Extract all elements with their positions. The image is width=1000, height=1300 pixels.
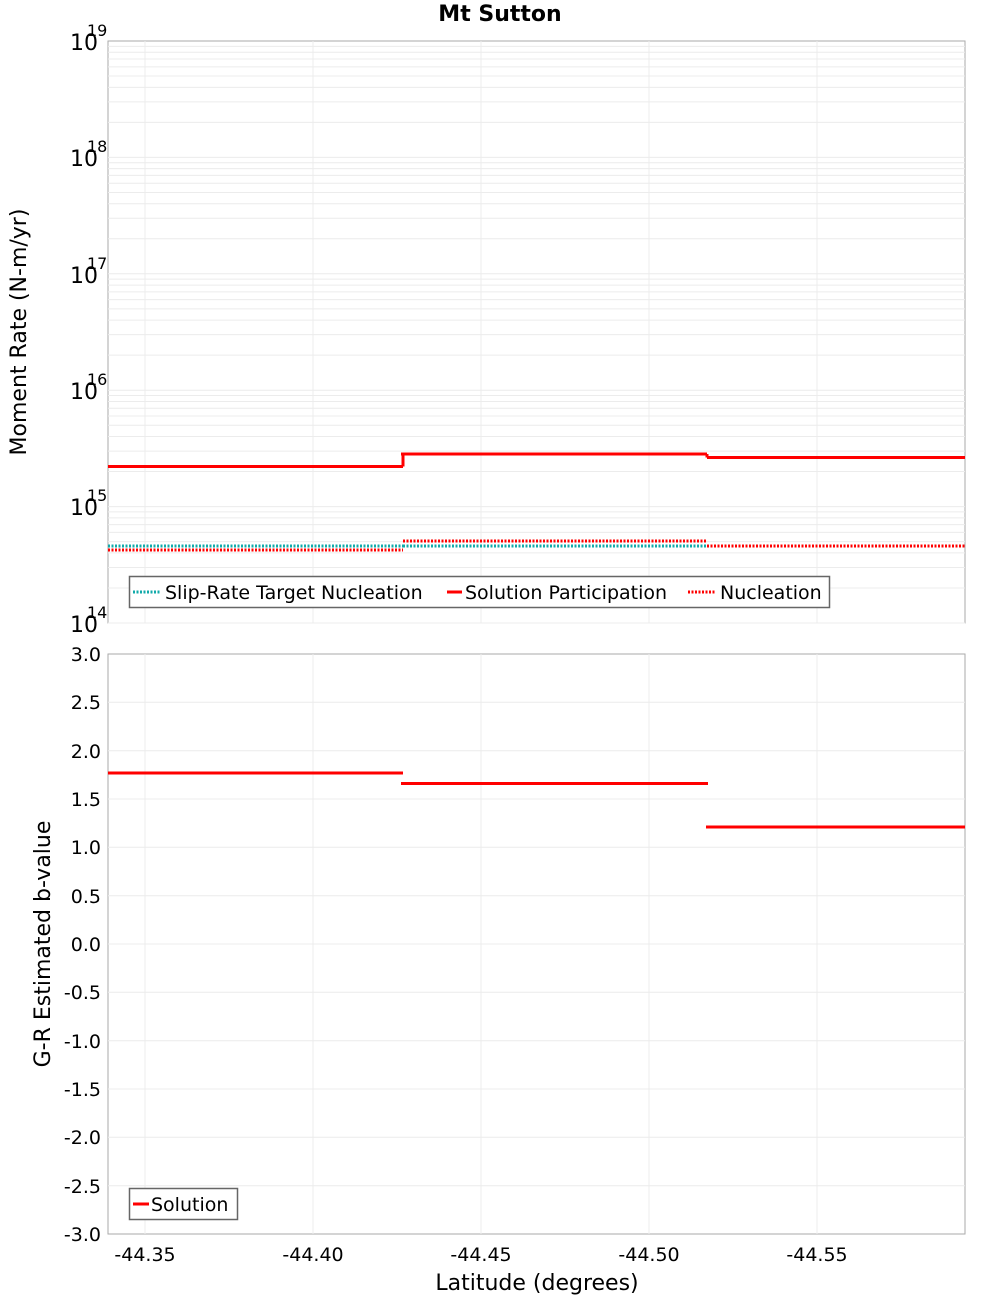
svg-text:1.5: 1.5: [71, 789, 101, 811]
series-nucleation: [108, 539, 965, 552]
svg-text:2.0: 2.0: [71, 741, 101, 763]
x-axis-label: Latitude (degrees): [435, 1271, 638, 1296]
svg-text:10: 10: [70, 380, 98, 405]
series-solution-participation: [108, 452, 965, 468]
svg-text:-2.0: -2.0: [64, 1127, 101, 1149]
series-solution-b-value: [108, 771, 965, 829]
svg-text:-0.5: -0.5: [64, 982, 101, 1004]
svg-text:10: 10: [70, 147, 98, 172]
svg-text:15: 15: [87, 486, 107, 505]
legend-label-solution: Solution: [151, 1194, 228, 1216]
legend-label-target: Slip-Rate Target Nucleation: [165, 582, 423, 604]
bottom-chart: 3.0 2.5 2.0 1.5 1.0 0.5 0.0 -0.5 -1.0 -1…: [31, 644, 966, 1296]
svg-text:14: 14: [87, 603, 107, 622]
bottom-legend: Solution: [128, 1187, 239, 1221]
top-plot-area: [107, 40, 966, 624]
svg-text:-44.40: -44.40: [282, 1244, 343, 1266]
svg-text:-44.50: -44.50: [618, 1244, 679, 1266]
x-ticks: -44.35 -44.40 -44.45 -44.50 -44.55: [114, 1244, 847, 1266]
svg-text:-44.35: -44.35: [114, 1244, 175, 1266]
svg-text:3.0: 3.0: [71, 644, 101, 666]
svg-text:-1.0: -1.0: [64, 1031, 101, 1053]
top-gridlines: [144, 41, 818, 623]
svg-text:10: 10: [70, 496, 98, 521]
top-y-axis-label: Moment Rate (N-m/yr): [7, 209, 32, 456]
svg-text:0.5: 0.5: [71, 886, 101, 908]
top-chart: 10 19 10 18 10 17 10 16 10 15 10 14 Mome…: [7, 21, 966, 638]
svg-text:16: 16: [87, 370, 107, 389]
svg-text:-2.5: -2.5: [64, 1176, 101, 1198]
top-legend: Slip-Rate Target Nucleation Solution Par…: [128, 575, 831, 609]
svg-text:-1.5: -1.5: [64, 1079, 101, 1101]
svg-text:0.0: 0.0: [71, 934, 101, 956]
bottom-y-axis-label: G-R Estimated b-value: [31, 821, 56, 1068]
svg-text:10: 10: [70, 264, 98, 289]
svg-text:-44.55: -44.55: [786, 1244, 847, 1266]
svg-text:17: 17: [87, 254, 107, 273]
bottom-y-ticks: 3.0 2.5 2.0 1.5 1.0 0.5 0.0 -0.5 -1.0 -1…: [64, 644, 101, 1246]
legend-label-nucleation: Nucleation: [720, 582, 822, 604]
svg-text:18: 18: [87, 137, 107, 156]
svg-text:10: 10: [70, 31, 98, 56]
svg-text:1.0: 1.0: [71, 837, 101, 859]
svg-text:-3.0: -3.0: [64, 1224, 101, 1246]
svg-text:10: 10: [70, 613, 98, 638]
svg-text:-44.45: -44.45: [450, 1244, 511, 1266]
top-y-ticks: 10 19 10 18 10 17 10 16 10 15 10 14: [70, 21, 107, 638]
legend-label-participation: Solution Participation: [465, 582, 667, 604]
bottom-gridlines: [108, 654, 965, 1234]
svg-text:2.5: 2.5: [71, 692, 101, 714]
svg-text:19: 19: [87, 21, 107, 40]
chart-title: Mt Sutton: [438, 2, 562, 27]
